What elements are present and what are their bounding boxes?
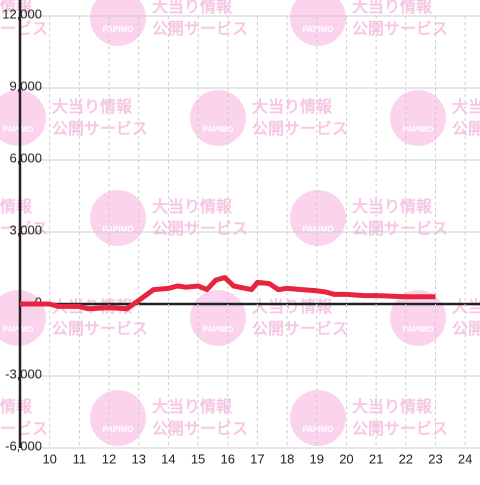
- y-tick-label: -3,000: [5, 366, 42, 381]
- watermark-text: 大当り情報: [352, 0, 433, 16]
- x-tick-label: 23: [428, 451, 442, 466]
- watermark-logo-text: PAPIMO: [403, 125, 434, 134]
- watermark-text: 公開サービス: [352, 220, 448, 238]
- x-tick-label: 14: [161, 451, 175, 466]
- watermark-logo-text: PAPIMO: [103, 25, 134, 34]
- line: [20, 275, 436, 312]
- watermark-logo: [290, 190, 346, 246]
- watermark-logo-text: PAPIMO: [3, 125, 34, 134]
- x-tick-label: 16: [221, 451, 235, 466]
- watermark-logo: [90, 0, 146, 46]
- watermark-text: 大当り情報: [0, 197, 33, 216]
- watermark-text: 大当り情報: [452, 297, 480, 316]
- watermark-text: 大当り情報: [252, 97, 333, 116]
- watermark-text: 大当り情報: [0, 397, 33, 416]
- watermark-logo-text: PAPIMO: [303, 425, 334, 434]
- x-tick-label: 22: [399, 451, 413, 466]
- watermark-text: 大当り情報: [0, 0, 33, 16]
- x-tick-label: 21: [369, 451, 383, 466]
- x-tick-label: 19: [310, 451, 324, 466]
- watermark-text: 大当り情報: [152, 0, 233, 16]
- watermark-text: 公開サービス: [0, 220, 48, 238]
- watermark-logo-text: PAPIMO: [403, 325, 434, 334]
- watermark-text: 大当り情報: [252, 297, 333, 316]
- watermark-text: 大当り情報: [52, 97, 133, 116]
- watermark-text: 公開サービス: [0, 20, 48, 38]
- y-tick-label: 12,000: [2, 6, 42, 21]
- watermark-logo-text: PAPIMO: [3, 325, 34, 334]
- x-tick-label: 24: [458, 451, 472, 466]
- watermark-text: 大当り情報: [152, 397, 233, 416]
- watermark-text: 大当り情報: [352, 397, 433, 416]
- y-tick-label: 6,000: [9, 150, 42, 165]
- watermark-logo-text: PAPIMO: [303, 225, 334, 234]
- watermark-text: 公開サービス: [452, 120, 480, 138]
- watermark-text: 公開サービス: [252, 120, 348, 138]
- watermark-text: 大当り情報: [152, 197, 233, 216]
- watermark-logo: [90, 390, 146, 446]
- watermark-text: 公開サービス: [52, 320, 148, 338]
- x-tick-label: 11: [73, 451, 87, 466]
- watermark-text: 公開サービス: [352, 20, 448, 38]
- x-tick-label: 18: [280, 451, 294, 466]
- x-tick-label: 12: [102, 451, 116, 466]
- watermark-logo-text: PAPIMO: [103, 425, 134, 434]
- watermark-logo: [390, 90, 446, 146]
- watermark-logo-text: PAPIMO: [303, 25, 334, 34]
- watermark-text: 公開サービス: [152, 220, 248, 238]
- watermark-text: 公開サービス: [452, 320, 480, 338]
- watermark-text: 大当り情報: [352, 197, 433, 216]
- watermark-logo: [290, 390, 346, 446]
- y-tick-label: 3,000: [9, 222, 42, 237]
- watermark-text: 公開サービス: [152, 420, 248, 438]
- y-tick-label: -6,000: [5, 438, 42, 453]
- watermark: PAPIMO大当り情報公開サービスPAPIMO大当り情報公開サービスPAPIMO…: [0, 0, 480, 446]
- watermark-logo-text: PAPIMO: [203, 325, 234, 334]
- watermark-text: 公開サービス: [352, 420, 448, 438]
- watermark-text: 大当り情報: [452, 97, 480, 116]
- watermark-logo-text: PAPIMO: [103, 225, 134, 234]
- y-tick-label: 9,000: [9, 78, 42, 93]
- x-tick-label: 20: [339, 451, 353, 466]
- watermark-logo: [290, 0, 346, 46]
- watermark-logo: [90, 190, 146, 246]
- watermark-text: 公開サービス: [152, 20, 248, 38]
- x-tick-label: 10: [42, 451, 56, 466]
- watermark-logo: [0, 90, 46, 146]
- x-tick-label: 15: [191, 451, 205, 466]
- x-tick-label: 13: [131, 451, 145, 466]
- watermark-text: 公開サービス: [252, 320, 348, 338]
- x-tick-label: 17: [250, 451, 264, 466]
- watermark-logo-text: PAPIMO: [203, 125, 234, 134]
- watermark-text: 公開サービス: [52, 120, 148, 138]
- watermark-logo: [190, 90, 246, 146]
- watermark-text: 公開サービス: [0, 420, 48, 438]
